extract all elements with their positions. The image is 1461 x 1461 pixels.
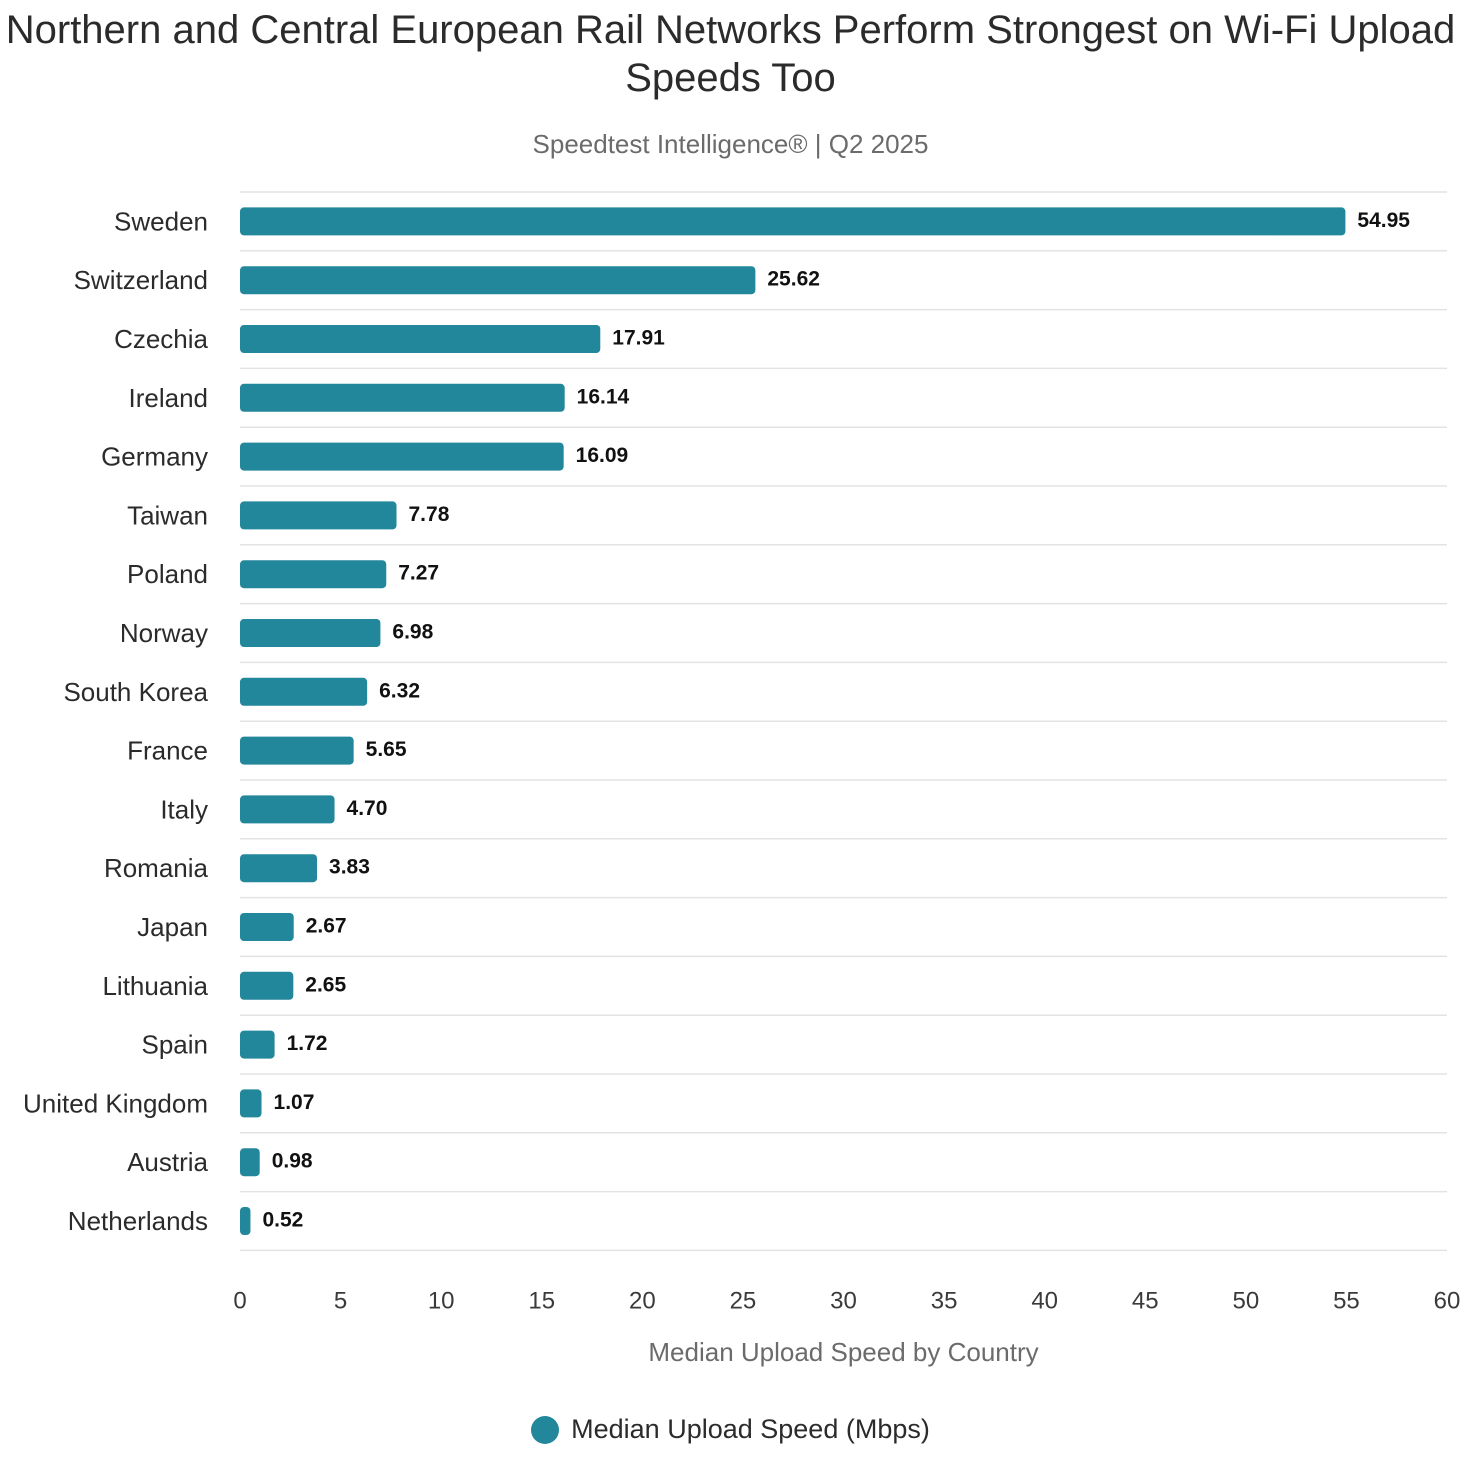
data-label: 1.72 bbox=[287, 1032, 328, 1055]
category-label: Sweden bbox=[114, 206, 208, 236]
category-label: Poland bbox=[127, 559, 208, 589]
bar bbox=[240, 1089, 262, 1118]
legend: Median Upload Speed (Mbps) bbox=[0, 1414, 1461, 1445]
category-label: South Korea bbox=[63, 677, 208, 707]
data-label: 6.32 bbox=[379, 679, 420, 702]
x-axis-title: Median Upload Speed by Country bbox=[648, 1337, 1038, 1367]
bar bbox=[240, 1148, 260, 1177]
x-tick-label: 45 bbox=[1132, 1288, 1159, 1315]
category-label: United Kingdom bbox=[23, 1088, 208, 1118]
data-label: 2.65 bbox=[305, 973, 346, 996]
x-tick-label: 30 bbox=[830, 1288, 857, 1315]
category-label: Ireland bbox=[129, 383, 209, 413]
x-tick-label: 35 bbox=[931, 1288, 958, 1315]
data-label: 7.27 bbox=[398, 562, 439, 585]
bar bbox=[240, 207, 1346, 236]
bar bbox=[240, 325, 601, 353]
data-label: 16.09 bbox=[576, 444, 629, 467]
bar bbox=[240, 442, 564, 471]
category-label: Taiwan bbox=[127, 500, 208, 530]
data-label: 2.67 bbox=[306, 915, 347, 938]
bar-chart: Sweden 54.95 Switzerland 25.62 Czechia 17.91 I… bbox=[23, 191, 1461, 1367]
bar bbox=[240, 913, 294, 941]
bar bbox=[240, 795, 335, 824]
x-tick-label: 5 bbox=[334, 1288, 347, 1315]
data-label: 5.65 bbox=[366, 738, 407, 761]
bar bbox=[240, 1030, 275, 1059]
category-label: Austria bbox=[127, 1147, 208, 1177]
data-label: 16.14 bbox=[577, 385, 630, 408]
category-label: Spain bbox=[142, 1030, 209, 1060]
data-label: 3.83 bbox=[329, 856, 370, 879]
bar bbox=[240, 266, 756, 295]
bar bbox=[240, 501, 397, 530]
legend-swatch bbox=[531, 1415, 560, 1444]
data-label: 4.70 bbox=[347, 797, 388, 820]
bar bbox=[240, 619, 381, 647]
category-label: Romania bbox=[104, 853, 209, 883]
x-tick-label: 15 bbox=[528, 1288, 555, 1315]
x-tick-label: 0 bbox=[233, 1288, 246, 1315]
category-label: Lithuania bbox=[102, 971, 208, 1001]
data-label: 6.98 bbox=[392, 621, 433, 644]
x-tick-label: 55 bbox=[1333, 1288, 1360, 1315]
category-label: Japan bbox=[137, 912, 208, 942]
x-tick-label: 60 bbox=[1434, 1288, 1461, 1315]
data-label: 0.98 bbox=[272, 1150, 313, 1173]
category-label: France bbox=[127, 736, 208, 766]
bar bbox=[240, 736, 354, 765]
category-label: Switzerland bbox=[74, 265, 208, 295]
data-label: 54.95 bbox=[1357, 209, 1410, 232]
category-label: Norway bbox=[120, 618, 208, 648]
bar bbox=[240, 560, 387, 589]
data-label: 1.07 bbox=[274, 1091, 315, 1114]
category-label: Netherlands bbox=[68, 1206, 208, 1236]
chart-title: Northern and Central European Rail Netwo… bbox=[5, 8, 1456, 100]
bar bbox=[240, 677, 368, 706]
bar bbox=[240, 971, 294, 1000]
x-tick-label: 50 bbox=[1232, 1288, 1259, 1315]
bar bbox=[240, 383, 565, 412]
x-tick-label: 20 bbox=[629, 1288, 656, 1315]
x-tick-label: 10 bbox=[428, 1288, 455, 1315]
legend-label: Median Upload Speed (Mbps) bbox=[571, 1414, 930, 1444]
category-label: Italy bbox=[160, 794, 208, 824]
data-label: 0.52 bbox=[262, 1209, 303, 1232]
chart-subtitle: Speedtest Intelligence® | Q2 2025 bbox=[532, 129, 929, 159]
bar bbox=[240, 1207, 251, 1235]
data-label: 25.62 bbox=[767, 268, 820, 291]
bar bbox=[240, 854, 318, 883]
data-label: 7.78 bbox=[409, 503, 450, 526]
x-tick-label: 40 bbox=[1031, 1288, 1058, 1315]
data-label: 17.91 bbox=[612, 327, 665, 350]
category-label: Czechia bbox=[114, 324, 208, 354]
x-tick-label: 25 bbox=[730, 1288, 757, 1315]
category-label: Germany bbox=[101, 442, 208, 472]
